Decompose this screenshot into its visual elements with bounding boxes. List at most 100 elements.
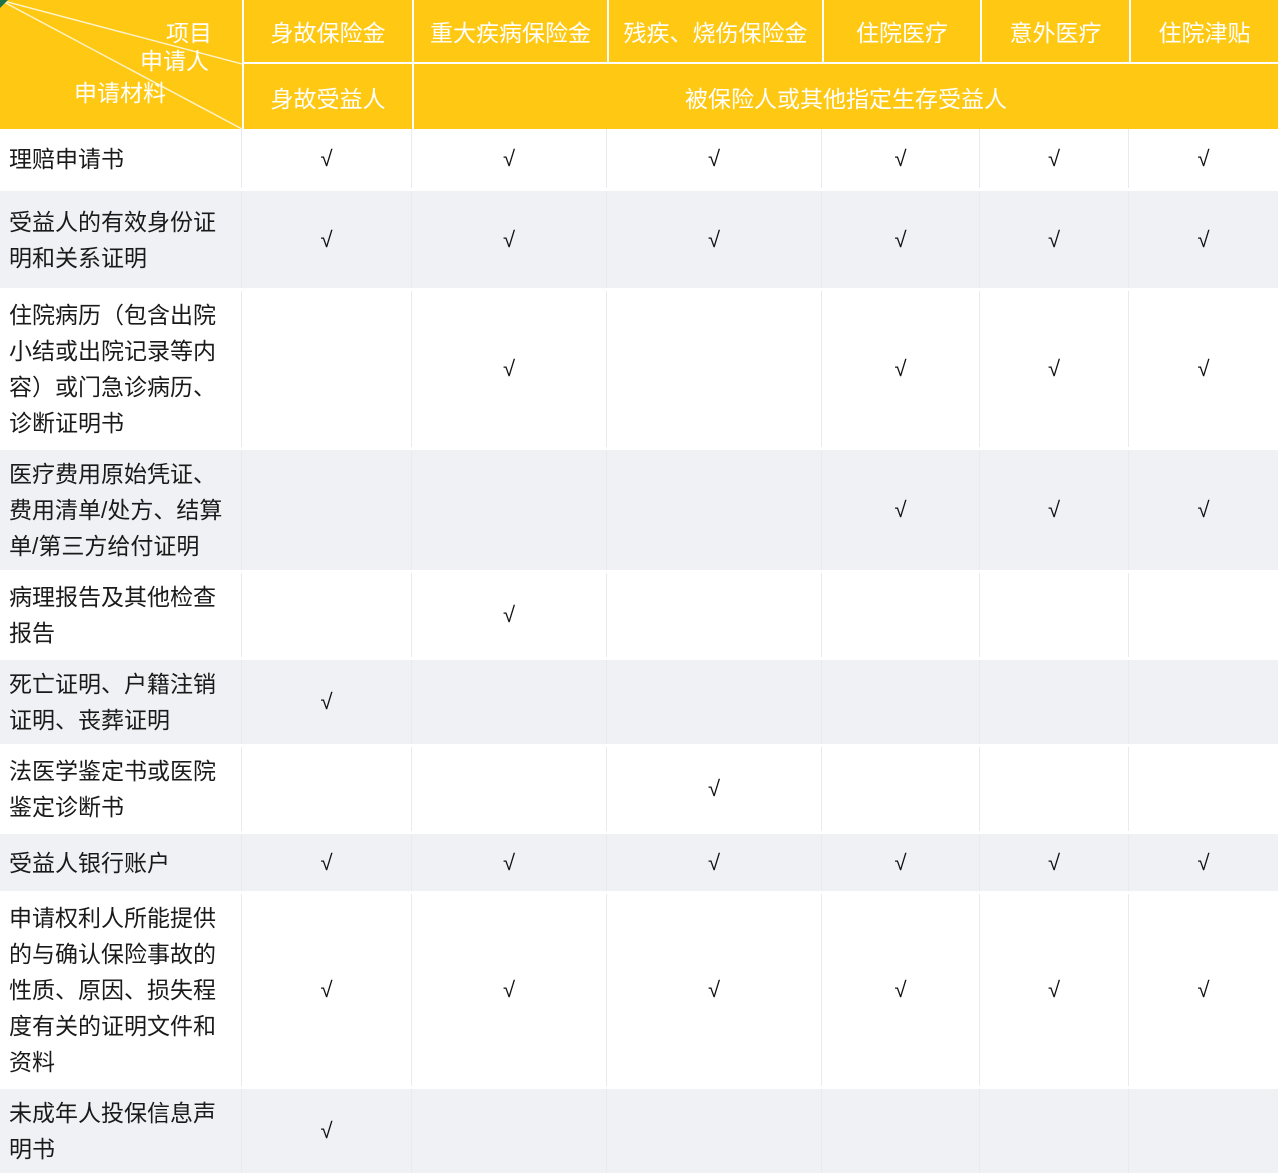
check-icon: √ [894,977,907,1002]
diagonal-divider [0,0,242,129]
table-row: 住院病历（包含出院小结或出院记录等内容）或门急诊病历、诊断证明书 √ √ √ √ [0,288,1278,447]
table-row: 受益人的有效身份证明和关系证明 √ √ √ √ √ √ [0,188,1278,288]
check-cell: √ [822,129,980,188]
check-icon: √ [707,977,721,1002]
table-row: 病理报告及其他检查报告 √ [0,570,1278,657]
row-label-cell: 住院病历（包含出院小结或出院记录等内容）或门急诊病历、诊断证明书 [0,291,242,447]
header-column: 意外医疗 [980,0,1129,64]
table-row: 未成年人投保信息声明书 √ [0,1086,1278,1173]
check-icon: √ [1197,226,1210,252]
check-cell: √ [412,834,607,891]
table-body: 理赔申请书 √ √ √ √ √ √ 受益人的有效身份证明和关系证明 √ √ √ … [0,129,1278,1173]
check-cell: √ [607,747,822,831]
subheader-insured-or-beneficiary: 被保险人或其他指定生存受益人 [412,64,1278,129]
check-icon: √ [502,977,516,1002]
check-cell: √ [412,129,607,188]
row-label: 法医学鉴定书或医院鉴定诊断书 [9,758,216,820]
check-icon: √ [1197,356,1210,381]
check-icon: √ [502,602,516,627]
check-cell [822,573,980,657]
check-icon: √ [1047,145,1061,171]
header-column: 残疾、烧伤保险金 [607,0,822,64]
check-cell: √ [980,191,1129,288]
table-header: 项目 申请人 申请材料 身故受益人 被保险人或其他指定生存受益人 身故保险金 重… [0,0,1278,129]
row-label: 理赔申请书 [9,145,124,172]
table-row: 医疗费用原始凭证、费用清单/处方、结算单/第三方给付证明 √ √ √ [0,447,1278,570]
check-icon: √ [707,849,721,875]
check-icon: √ [1197,145,1210,171]
corner-label-item: 项目 [166,20,212,46]
check-cell: √ [1129,191,1278,288]
check-icon: √ [320,145,333,171]
row-label-cell: 受益人银行账户 [0,834,242,891]
header-column-label: 重大疾病保险金 [430,20,591,46]
check-icon: √ [894,497,907,522]
check-cell: √ [242,894,412,1086]
check-cell: √ [1129,450,1278,570]
check-cell: √ [242,1089,412,1173]
check-icon: √ [502,849,516,875]
check-icon: √ [320,1118,333,1143]
check-cell [607,1089,822,1173]
check-icon: √ [894,145,907,171]
check-icon: √ [894,226,907,252]
check-cell: √ [980,291,1129,447]
check-cell: √ [242,129,412,188]
row-label-cell: 未成年人投保信息声明书 [0,1089,242,1173]
row-label: 病理报告及其他检查报告 [9,584,216,646]
check-cell: √ [980,834,1129,891]
check-cell: √ [242,660,412,744]
header-column: 重大疾病保险金 [412,0,607,64]
check-cell [1129,747,1278,831]
check-cell [1129,660,1278,744]
corner-cell: 项目 申请人 申请材料 [0,0,242,129]
header-column: 住院医疗 [822,0,980,64]
check-icon: √ [320,226,333,252]
check-cell: √ [980,894,1129,1086]
row-label-cell: 受益人的有效身份证明和关系证明 [0,191,242,288]
check-cell: √ [822,834,980,891]
check-icon: √ [1197,977,1210,1002]
check-cell [607,573,822,657]
check-icon: √ [1197,849,1210,875]
check-cell [980,573,1129,657]
row-label-cell: 理赔申请书 [0,129,242,188]
check-icon: √ [502,356,516,381]
check-icon: √ [320,977,333,1002]
row-label: 未成年人投保信息声明书 [9,1100,216,1162]
row-label: 住院病历（包含出院小结或出院记录等内容）或门急诊病历、诊断证明书 [9,302,216,436]
check-icon: √ [1047,849,1061,875]
row-label-cell: 申请权利人所能提供的与确认保险事故的性质、原因、损失程度有关的证明文件和资料 [0,894,242,1086]
row-label: 死亡证明、户籍注销证明、丧葬证明 [9,671,216,733]
check-cell [607,450,822,570]
check-cell [1129,573,1278,657]
check-cell: √ [607,894,822,1086]
check-cell: √ [822,894,980,1086]
check-cell [980,747,1129,831]
check-cell: √ [1129,129,1278,188]
row-label: 申请权利人所能提供的与确认保险事故的性质、原因、损失程度有关的证明文件和资料 [9,905,216,1075]
check-cell: √ [412,291,607,447]
check-cell: √ [412,573,607,657]
check-cell: √ [822,191,980,288]
check-cell [980,1089,1129,1173]
corner-label-applicant: 申请人 [140,48,209,74]
check-icon: √ [320,689,333,714]
check-cell: √ [607,129,822,188]
check-cell [822,1089,980,1173]
check-cell: √ [412,894,607,1086]
table-row: 法医学鉴定书或医院鉴定诊断书 √ [0,744,1278,831]
check-cell [242,291,412,447]
corner-label-materials: 申请材料 [74,80,166,106]
check-cell: √ [1129,834,1278,891]
subheader-death-beneficiary: 身故受益人 [242,64,412,129]
check-cell [980,660,1129,744]
header-column-label: 意外医疗 [1009,20,1102,46]
check-cell [1129,1089,1278,1173]
check-cell [242,747,412,831]
row-label-cell: 病理报告及其他检查报告 [0,573,242,657]
check-icon: √ [707,145,721,171]
check-cell [412,747,607,831]
check-icon: √ [502,226,516,252]
